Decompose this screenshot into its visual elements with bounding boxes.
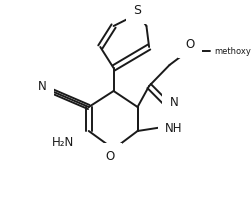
Text: NH: NH	[165, 122, 183, 136]
Text: N: N	[170, 97, 178, 109]
Text: H₂N: H₂N	[52, 137, 74, 149]
Text: N: N	[38, 81, 47, 94]
Text: S: S	[134, 3, 142, 17]
Text: O: O	[105, 150, 115, 163]
Text: O: O	[185, 38, 195, 50]
Text: methoxy: methoxy	[214, 46, 251, 56]
